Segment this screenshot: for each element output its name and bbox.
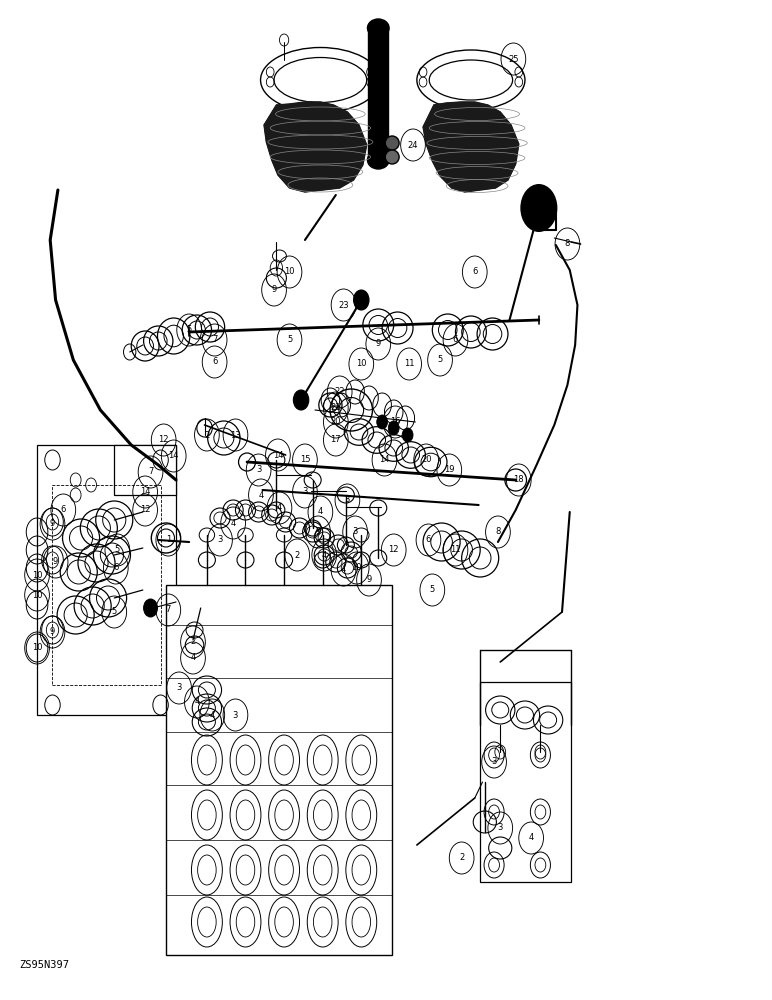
Text: 6: 6 [113, 564, 118, 572]
Text: 1: 1 [166, 536, 171, 544]
Circle shape [402, 428, 413, 442]
Text: 6: 6 [472, 267, 477, 276]
Text: 10: 10 [284, 267, 295, 276]
Text: 6: 6 [453, 336, 458, 344]
Text: 14: 14 [273, 450, 283, 460]
Text: 6: 6 [61, 506, 66, 514]
Text: 19: 19 [444, 466, 455, 475]
Ellipse shape [367, 19, 389, 37]
Text: 11: 11 [404, 360, 415, 368]
Circle shape [377, 415, 388, 429]
Text: 10: 10 [356, 360, 367, 368]
Text: 5: 5 [430, 585, 435, 594]
Bar [166, 585, 392, 955]
Text: 3: 3 [177, 684, 181, 692]
Text: 5: 5 [438, 356, 442, 364]
Text: 3: 3 [345, 495, 350, 504]
Ellipse shape [385, 150, 399, 164]
Text: 14: 14 [379, 456, 390, 464]
Text: 12: 12 [158, 436, 169, 444]
Text: 3: 3 [233, 710, 238, 720]
Text: 13: 13 [230, 430, 241, 440]
Text: 4: 4 [341, 566, 346, 574]
Text: 11: 11 [450, 546, 461, 554]
Text: 10: 10 [32, 570, 42, 580]
Text: 17: 17 [330, 436, 341, 444]
Text: 9: 9 [376, 340, 381, 349]
Bar [52, 485, 161, 685]
Text: 2: 2 [205, 430, 209, 440]
Text: 4: 4 [191, 654, 195, 662]
Text: 9: 9 [50, 628, 55, 637]
Circle shape [520, 184, 557, 232]
Text: 3: 3 [353, 528, 357, 536]
Text: 10: 10 [32, 644, 42, 652]
Text: 14: 14 [168, 452, 179, 460]
Text: 7: 7 [148, 468, 153, 477]
Text: 18: 18 [513, 476, 524, 485]
Text: 8: 8 [565, 239, 570, 248]
Text: 2: 2 [191, 638, 195, 647]
Text: 2: 2 [295, 550, 300, 560]
Text: 5: 5 [112, 607, 117, 616]
Text: ZS95N397: ZS95N397 [19, 960, 69, 970]
Text: 3: 3 [303, 488, 307, 496]
Text: 4: 4 [259, 490, 263, 499]
Text: 12: 12 [388, 546, 399, 554]
Circle shape [144, 599, 157, 617]
Bar [480, 682, 571, 882]
Circle shape [354, 290, 369, 310]
Ellipse shape [385, 136, 399, 150]
Text: 9: 9 [50, 520, 55, 528]
Text: 22: 22 [334, 387, 345, 396]
Ellipse shape [367, 151, 389, 169]
Text: 3: 3 [498, 824, 503, 832]
Text: 16: 16 [390, 418, 401, 426]
Text: 3: 3 [256, 466, 261, 475]
Text: 4: 4 [529, 834, 533, 842]
Text: 2: 2 [459, 854, 464, 862]
Text: 10: 10 [351, 564, 362, 572]
Text: 4: 4 [210, 710, 215, 720]
Polygon shape [423, 102, 519, 192]
Text: 8: 8 [496, 528, 500, 536]
Text: 14: 14 [140, 488, 151, 496]
Text: 4: 4 [322, 550, 327, 560]
Text: 9: 9 [316, 528, 320, 536]
Bar [114, 445, 176, 495]
Polygon shape [368, 28, 388, 160]
Text: 9: 9 [367, 576, 371, 584]
Text: 4: 4 [195, 698, 199, 706]
Text: 15: 15 [300, 456, 310, 464]
Text: 12: 12 [140, 506, 151, 514]
Circle shape [388, 421, 399, 435]
Text: 9: 9 [272, 286, 276, 294]
Text: 25: 25 [508, 54, 519, 64]
Text: 4: 4 [231, 518, 235, 528]
Text: 4: 4 [318, 508, 323, 516]
Text: 9: 9 [53, 558, 58, 566]
Text: 21: 21 [330, 403, 341, 412]
Text: 5: 5 [115, 546, 120, 554]
Text: 24: 24 [408, 140, 418, 149]
Text: 3: 3 [218, 536, 222, 544]
Text: 23: 23 [338, 300, 349, 310]
Text: 20: 20 [330, 418, 341, 426]
Text: 20: 20 [421, 456, 432, 464]
Text: 5: 5 [287, 336, 292, 344]
Text: 7: 7 [212, 336, 217, 344]
Text: 7: 7 [166, 605, 171, 614]
Bar [37, 445, 176, 715]
Circle shape [293, 390, 309, 410]
Text: 4: 4 [277, 504, 282, 512]
Text: 6: 6 [212, 358, 217, 366]
Text: 3: 3 [492, 758, 496, 766]
Text: 5: 5 [187, 326, 191, 334]
Text: 6: 6 [426, 536, 431, 544]
Polygon shape [264, 102, 367, 192]
Text: 10: 10 [32, 590, 42, 599]
